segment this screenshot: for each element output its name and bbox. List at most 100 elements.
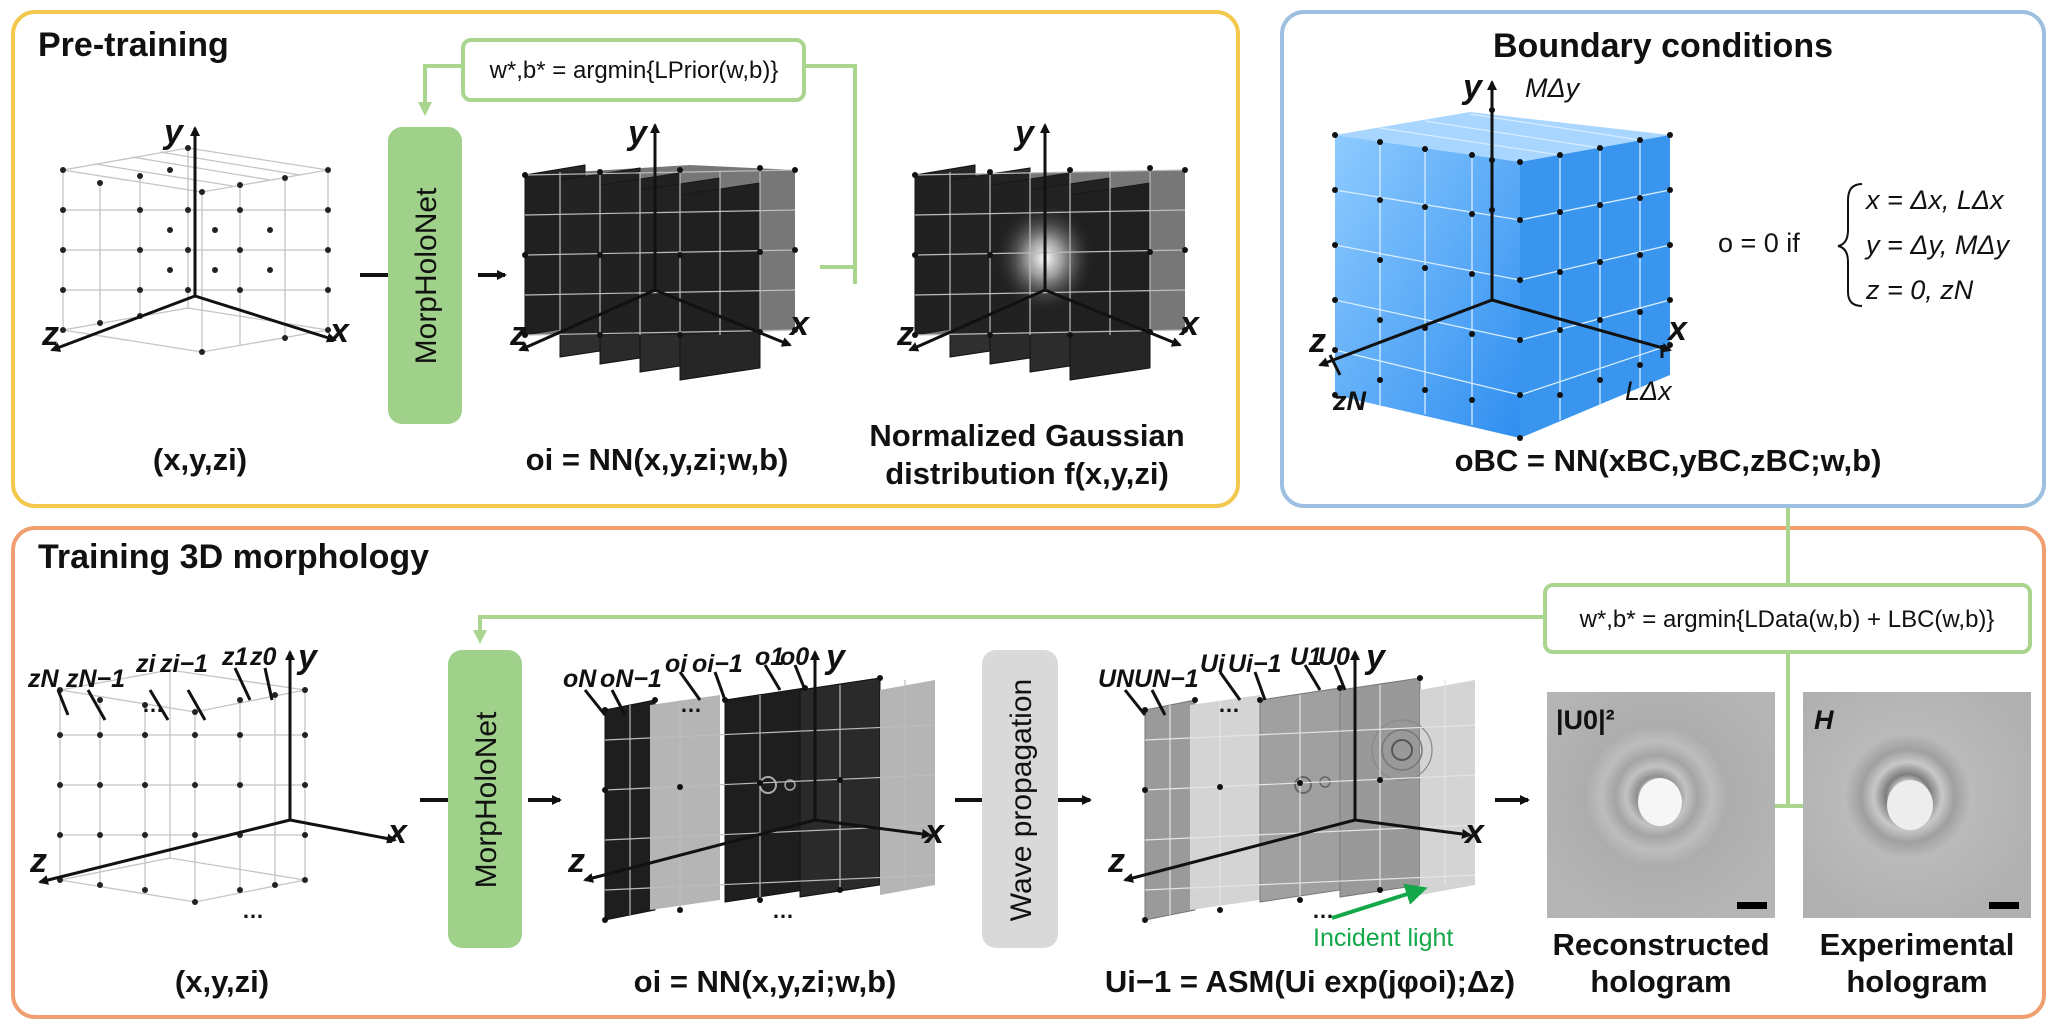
exp-caption-1: Experimental — [1820, 927, 2015, 962]
bc-brace — [1837, 183, 1863, 307]
pt-net-label: MorpHoloNet — [410, 187, 443, 364]
bc-caption: oBC = NN(xBC,yBC,zBC;w,b) — [1455, 443, 1882, 478]
bc-blue-cube — [1335, 112, 1670, 438]
tr-u-ellipsis-2: … — [1312, 898, 1334, 923]
pretraining-input-points — [60, 145, 331, 355]
pt-net-box — [388, 127, 462, 424]
pt-axis-y: y — [162, 113, 185, 151]
bc-cube-points — [1332, 107, 1673, 441]
data-equation-box — [1543, 583, 2032, 654]
tr-u-label-3: Ui−1 — [1228, 650, 1282, 678]
bc-axis-y: y — [1461, 68, 1484, 106]
tr-o-label-0: oN — [563, 665, 597, 693]
pt-gauss-points — [912, 165, 1188, 338]
pretraining-panel — [11, 10, 1240, 508]
pt-output-slabs — [524, 164, 795, 381]
pt-gauss-axis-y: y — [1013, 114, 1036, 152]
tr-z-label-2: zi — [135, 650, 157, 678]
tr-axis-y: y — [296, 638, 319, 676]
tr-u-label-1: UN−1 — [1134, 665, 1199, 693]
tr-axis-x: x — [386, 813, 409, 851]
bc-label-zn: zN — [1332, 386, 1367, 416]
tr-u-ellipsis-1: … — [1218, 692, 1240, 717]
prior-equation-box — [461, 38, 806, 102]
connector-lines — [418, 64, 1803, 808]
tr-z-label-3: zi−1 — [159, 650, 208, 678]
tr-z-label-1: zN−1 — [65, 665, 125, 693]
pt-out-axis-x: x — [788, 305, 811, 343]
pt-gauss-axes — [908, 123, 1182, 352]
tr-input-points — [57, 687, 308, 905]
tr-input-caption: (x,y,zi) — [175, 964, 269, 999]
tr-u-label-5: U0 — [1318, 643, 1350, 671]
bc-cond-1: x = Δx, LΔx — [1864, 185, 2005, 215]
tr-out-axis-y: y — [824, 638, 847, 676]
pt-gauss-axis-z: z — [896, 315, 914, 353]
tr-u-points — [1142, 675, 1423, 923]
prior-equation: w*,b* = argmin{LPrior(w,b)} — [489, 57, 779, 84]
reconstructed-hologram-image — [1547, 692, 1775, 918]
bc-label-ldx: LΔx — [1625, 376, 1673, 406]
tr-z-label-4: z1 — [221, 643, 248, 671]
bc-cond-2: y = Δy, MΔy — [1864, 230, 2010, 260]
tr-out-ellipsis-1: … — [680, 692, 702, 717]
pt-out-axis-z: z — [509, 315, 527, 353]
recon-caption-1: Reconstructed — [1552, 927, 1769, 962]
tr-asm-caption: Ui−1 = ASM(Ui exp(jφoi);Δz) — [1105, 964, 1515, 999]
wave-propagation-box — [982, 650, 1058, 948]
tr-u-label-0: UN — [1098, 665, 1135, 693]
pt-axis-x: x — [328, 312, 351, 350]
experimental-hologram-image — [1803, 692, 2031, 918]
tr-u-axis-x: x — [1463, 813, 1486, 851]
tr-net-label: MorpHoloNet — [470, 711, 503, 888]
tr-u-slabs — [1144, 677, 1475, 921]
bc-axis-x: x — [1666, 310, 1689, 348]
boundary-title: Boundary conditions — [1493, 27, 1833, 65]
bc-axis-z: z — [1308, 322, 1326, 360]
data-equation: w*,b* = argmin{LData(w,b) + LBC(w,b)} — [1579, 606, 1995, 633]
wave-propagation-label: Wave propagation — [1005, 679, 1038, 921]
tr-u-axis-y: y — [1364, 638, 1387, 676]
pt-gauss-slabs — [914, 164, 1185, 381]
pt-axis-z: z — [41, 315, 59, 353]
tr-out-ellipsis-2: … — [772, 898, 794, 923]
tr-input-axes — [38, 650, 397, 885]
tr-o-label-2: oi — [665, 650, 688, 678]
tr-u-axes — [1123, 650, 1472, 883]
tr-output-caption: oi = NN(x,y,zi;w,b) — [634, 964, 897, 999]
tr-ellipsis-2: … — [242, 898, 264, 923]
tr-o-label-3: oi−1 — [692, 650, 743, 678]
exp-caption-2: hologram — [1846, 964, 1987, 999]
pt-output-points — [522, 165, 798, 338]
pt-gauss-caption-1: Normalized Gaussian — [869, 418, 1184, 453]
tr-u-axis-z: z — [1107, 842, 1125, 880]
bc-axes — [1318, 80, 1672, 376]
incident-light-arrow — [1331, 883, 1428, 920]
pretraining-title: Pre-training — [38, 26, 229, 64]
training-panel — [11, 526, 2046, 1019]
tr-output-gridlines — [604, 680, 936, 915]
boundary-panel — [1280, 10, 2046, 508]
tr-o-label-4: o1 — [755, 643, 784, 671]
tr-u-label-4: U1 — [1290, 643, 1322, 671]
bc-label-mdy: MΔy — [1525, 73, 1581, 103]
tr-out-axis-x: x — [923, 813, 946, 851]
tr-out-axis-z: z — [567, 842, 585, 880]
tr-ellipsis-1: … — [142, 692, 164, 717]
tr-o-label-1: oN−1 — [600, 665, 662, 693]
exp-hologram-tag: H — [1814, 705, 1834, 735]
tr-net-box — [448, 650, 522, 948]
bc-cond-lead: o = 0 if — [1718, 228, 1800, 258]
tr-o-label-5: o0 — [780, 643, 809, 671]
tr-u-label-2: Ui — [1200, 650, 1226, 678]
tr-output-axes — [583, 650, 932, 883]
pt-gauss-axis-x: x — [1178, 305, 1201, 343]
tr-output-slabs — [604, 677, 935, 921]
recon-caption-2: hologram — [1590, 964, 1731, 999]
pt-input-caption: (x,y,zi) — [153, 442, 247, 477]
bc-cond-3: z = 0, zN — [1865, 275, 1974, 305]
incident-light-label: Incident light — [1313, 924, 1453, 952]
pt-output-axes — [518, 123, 792, 352]
tr-axis-z: z — [29, 842, 47, 880]
